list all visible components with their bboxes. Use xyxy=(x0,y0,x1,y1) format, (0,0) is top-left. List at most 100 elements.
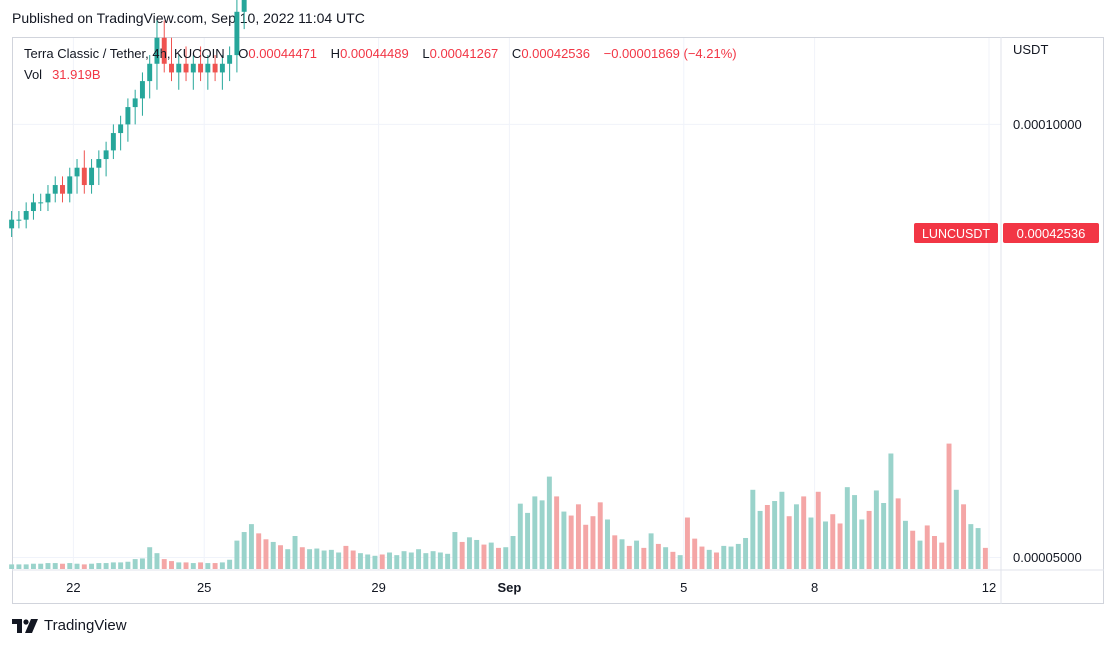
low-label: L xyxy=(422,46,430,61)
volume-bar xyxy=(321,550,327,569)
symbol-badge-bg xyxy=(914,223,998,243)
volume-bar xyxy=(532,496,538,569)
candle-body xyxy=(198,63,204,73)
volume-bar xyxy=(815,491,821,569)
low-value: 0.00041267 xyxy=(429,46,499,61)
volume-bar xyxy=(154,553,160,569)
candle-body xyxy=(154,37,160,64)
volume-bar xyxy=(895,498,901,569)
volume-bar xyxy=(212,563,218,569)
price-axis: 0.000050000.000100000.000150000.00020000… xyxy=(1013,117,1082,565)
volume-bar xyxy=(830,514,836,569)
time-tick-label: 8 xyxy=(811,580,818,595)
candle-body xyxy=(89,167,95,186)
candle-body xyxy=(23,211,29,220)
time-tick-label: 25 xyxy=(197,580,211,595)
volume-bar xyxy=(670,551,676,569)
tradingview-logo[interactable]: TradingView xyxy=(12,617,127,634)
volume-bar xyxy=(219,562,225,569)
volume-bar xyxy=(902,520,908,569)
symbol-badge-text: LUNCUSDT xyxy=(922,227,990,241)
volume-bar xyxy=(525,512,531,569)
candle-body xyxy=(161,37,167,64)
volume-bar xyxy=(655,543,661,569)
candle-body xyxy=(212,63,218,73)
volume-bar xyxy=(132,559,138,569)
volume-bar xyxy=(561,511,567,569)
volume-bar xyxy=(60,563,65,569)
volume-bar xyxy=(852,495,858,569)
volume-bar xyxy=(459,541,465,569)
symbol-price-badge: LUNCUSDT 0.00042536 xyxy=(914,223,1099,243)
volume-bar xyxy=(67,563,73,569)
volume-bar xyxy=(74,563,80,569)
price-badge-bg xyxy=(1003,223,1099,243)
close-value: 0.00042536 xyxy=(521,46,590,61)
volume-bar xyxy=(328,549,334,569)
high-value: 0.00044489 xyxy=(340,46,409,61)
close-label: C xyxy=(511,46,522,61)
volume-bar xyxy=(234,540,240,569)
volume-bar xyxy=(946,443,952,569)
volume-bars xyxy=(9,443,988,569)
volume-bar xyxy=(924,525,930,569)
volume-bar xyxy=(263,539,269,569)
volume-bar xyxy=(743,537,749,569)
volume-bar xyxy=(430,551,436,569)
volume-bar xyxy=(488,542,494,569)
volume-bar xyxy=(241,532,247,569)
volume-bar xyxy=(968,524,974,569)
volume-bar xyxy=(96,563,102,569)
volume-bar xyxy=(16,564,22,569)
volume-bar xyxy=(873,490,879,569)
candle-body xyxy=(30,202,36,212)
volume-bar xyxy=(568,515,574,569)
volume-bar xyxy=(844,487,850,569)
volume-bar xyxy=(757,510,763,569)
volume-bar xyxy=(270,541,276,569)
candle-body xyxy=(139,81,145,99)
volume-bar xyxy=(161,559,167,569)
volume-label: Vol xyxy=(24,67,43,82)
volume-bar xyxy=(917,540,923,569)
candle-body xyxy=(103,150,109,160)
time-axis: 22 25 29 Sep 5 8 12 xyxy=(66,580,996,595)
volume-bar xyxy=(81,564,87,569)
volume-bar xyxy=(387,552,392,569)
volume-bar xyxy=(793,504,799,569)
volume-bar xyxy=(750,489,756,569)
volume-bar xyxy=(416,549,422,569)
volume-bar xyxy=(38,563,44,569)
volume-bar xyxy=(227,559,233,569)
volume-bar xyxy=(932,536,937,569)
volume-bar xyxy=(103,563,109,569)
volume-bar xyxy=(910,530,916,569)
candle-body xyxy=(205,63,211,73)
volume-bar xyxy=(634,540,640,569)
tradingview-logo-icon xyxy=(12,618,38,633)
volume-bar xyxy=(699,546,705,569)
volume-bar xyxy=(510,536,516,569)
grid-lines xyxy=(12,37,1104,604)
volume-bar xyxy=(466,537,472,569)
candle-body xyxy=(183,63,189,73)
volume-bar xyxy=(961,504,967,569)
candle-body xyxy=(169,63,174,73)
volume-bar xyxy=(23,564,29,569)
volume-bar xyxy=(292,536,298,569)
candle-body xyxy=(132,98,138,108)
volume-bar xyxy=(503,547,509,569)
volume-value: 31.919B xyxy=(52,67,101,82)
volume-bar xyxy=(190,563,196,569)
volume-bar xyxy=(735,543,741,569)
volume-bar xyxy=(336,552,342,569)
volume-bar xyxy=(539,500,545,569)
price-badge-text: 0.00042536 xyxy=(1017,226,1086,241)
candle-body xyxy=(190,63,196,73)
time-tick-label: 29 xyxy=(371,580,385,595)
volume-bar xyxy=(52,563,58,569)
candle-body xyxy=(9,219,15,229)
volume-bar xyxy=(452,532,458,569)
candle-body xyxy=(74,167,80,177)
